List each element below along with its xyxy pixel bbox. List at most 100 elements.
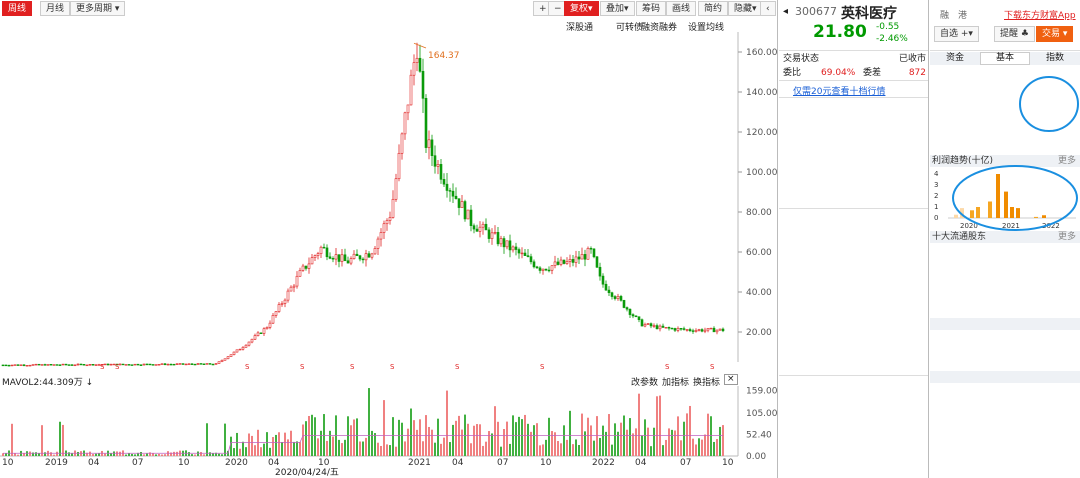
vol-bar — [488, 431, 490, 456]
vol-bar — [359, 441, 361, 456]
candle — [493, 232, 497, 234]
vol-bar — [71, 452, 73, 456]
candle — [535, 266, 539, 269]
profit-bar — [954, 214, 958, 218]
vol-bar — [548, 417, 550, 456]
holders-more[interactable]: 更多 — [1057, 232, 1076, 242]
s-marker: S — [455, 363, 460, 371]
candle — [697, 329, 701, 331]
status: 已收市 — [898, 54, 926, 64]
candle — [172, 363, 176, 366]
vol-params-button[interactable]: 改参数 — [631, 378, 659, 388]
candle — [157, 364, 161, 366]
candle — [424, 98, 428, 148]
collapse-icon[interactable]: ‹ — [760, 1, 776, 16]
x-tick: 07 — [497, 458, 508, 466]
candle — [571, 259, 575, 263]
hide-button[interactable]: 隐藏▾ — [728, 1, 763, 16]
simple-button[interactable]: 简约 — [698, 1, 729, 16]
candle — [85, 364, 89, 367]
rating-row — [930, 445, 1080, 456]
margin-link[interactable]: 融资融券 — [641, 23, 678, 33]
overlay-button[interactable]: 叠加▾ — [600, 1, 635, 16]
s-marker: S — [350, 363, 355, 371]
candle — [253, 335, 257, 340]
tab-more-periods[interactable]: 更多周期 ▾ — [70, 1, 126, 16]
vol-bar — [125, 454, 127, 456]
vol-bar — [722, 425, 724, 456]
candle — [331, 258, 335, 260]
watchlist-button[interactable]: 自选 +▾ — [934, 26, 979, 42]
quote-row — [779, 246, 929, 257]
quote-row — [779, 222, 929, 233]
vol-bar — [215, 452, 217, 456]
candle — [28, 364, 32, 367]
vol-y-tick: 52.40 — [746, 430, 772, 440]
quote-row — [779, 330, 929, 341]
candle — [202, 363, 206, 365]
vol-bar — [29, 451, 31, 456]
candle — [307, 263, 311, 269]
prev-icon[interactable]: ◂ — [783, 6, 789, 17]
candle — [550, 265, 554, 271]
vol-bar — [434, 442, 436, 456]
x-tick: 04 — [452, 458, 464, 466]
x-tick: 10 — [178, 458, 190, 466]
vol-switch-button[interactable]: 换指标 — [693, 378, 721, 388]
vol-bar — [296, 441, 298, 456]
tab-month[interactable]: 月线 — [40, 1, 71, 16]
candle — [625, 307, 629, 310]
vol-bar — [338, 439, 340, 456]
vol-bar — [680, 440, 682, 456]
candle — [286, 290, 290, 301]
sgt-link[interactable]: 深股通 — [566, 23, 594, 33]
candle — [208, 363, 212, 365]
vol-bar — [59, 421, 61, 456]
candle — [397, 152, 401, 180]
candle — [382, 223, 386, 233]
profit-bar — [988, 201, 992, 218]
candle — [553, 261, 557, 267]
tag-hk: 港 — [958, 11, 968, 21]
vol-bar — [383, 400, 385, 456]
vol-bar — [482, 445, 484, 456]
alert-button[interactable]: 提醒 ♣ — [994, 26, 1035, 42]
trade-button[interactable]: 交易 ▾ — [1036, 26, 1074, 42]
vol-bar — [89, 451, 91, 456]
profit-more[interactable]: 更多 — [1057, 156, 1076, 166]
vol-bar — [332, 436, 334, 456]
download-link[interactable]: 下载东方财富App — [1004, 11, 1076, 21]
cb-link[interactable]: 可转债 — [616, 23, 644, 33]
tab-funds[interactable]: 资金 — [930, 52, 980, 65]
profit-bar — [1010, 207, 1014, 218]
tab-basic[interactable]: 基本 — [980, 52, 1030, 65]
vol-bar — [350, 425, 352, 456]
adjust-button[interactable]: 复权▾ — [564, 1, 599, 16]
candle — [235, 349, 239, 353]
profit-title: 利润趋势(十亿) — [932, 156, 994, 166]
draw-button[interactable]: 画线 — [666, 1, 697, 16]
diff-label: 委差 — [863, 68, 882, 78]
vol-bar — [449, 442, 451, 456]
candle — [667, 327, 671, 329]
vol-close-icon[interactable]: × — [724, 374, 738, 385]
tab-week[interactable]: 周线 — [2, 1, 33, 16]
vol-bar — [467, 423, 469, 456]
vol-bar — [149, 452, 151, 456]
tab-index[interactable]: 指数 — [1030, 52, 1080, 65]
candle — [619, 296, 623, 301]
vol-bar — [560, 443, 562, 456]
y-tick: 40.00 — [746, 288, 772, 298]
forecast-table — [930, 318, 1080, 370]
candle — [37, 363, 41, 366]
vol-add-button[interactable]: 加指标 — [662, 378, 690, 388]
highlight-ellipse-top — [1019, 76, 1079, 132]
vol-bar — [491, 433, 493, 456]
chips-button[interactable]: 筹码 — [636, 1, 667, 16]
volume-chart[interactable]: 159.00 105.00 52.40 0.00 10 2019 04 07 10 2020 04 1… — [0, 386, 778, 466]
candle — [574, 256, 578, 263]
kline-chart[interactable]: 160.00 140.00 120.00 100.00 80.00 60.00 40.00 2… — [0, 32, 778, 372]
promo-link[interactable]: 仅需20元查看十档行情 — [793, 87, 886, 97]
ma-setting-link[interactable]: 设置均线 — [688, 23, 725, 33]
candle — [274, 311, 278, 316]
